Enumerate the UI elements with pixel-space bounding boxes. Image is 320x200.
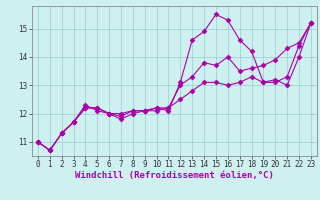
X-axis label: Windchill (Refroidissement éolien,°C): Windchill (Refroidissement éolien,°C)	[75, 171, 274, 180]
